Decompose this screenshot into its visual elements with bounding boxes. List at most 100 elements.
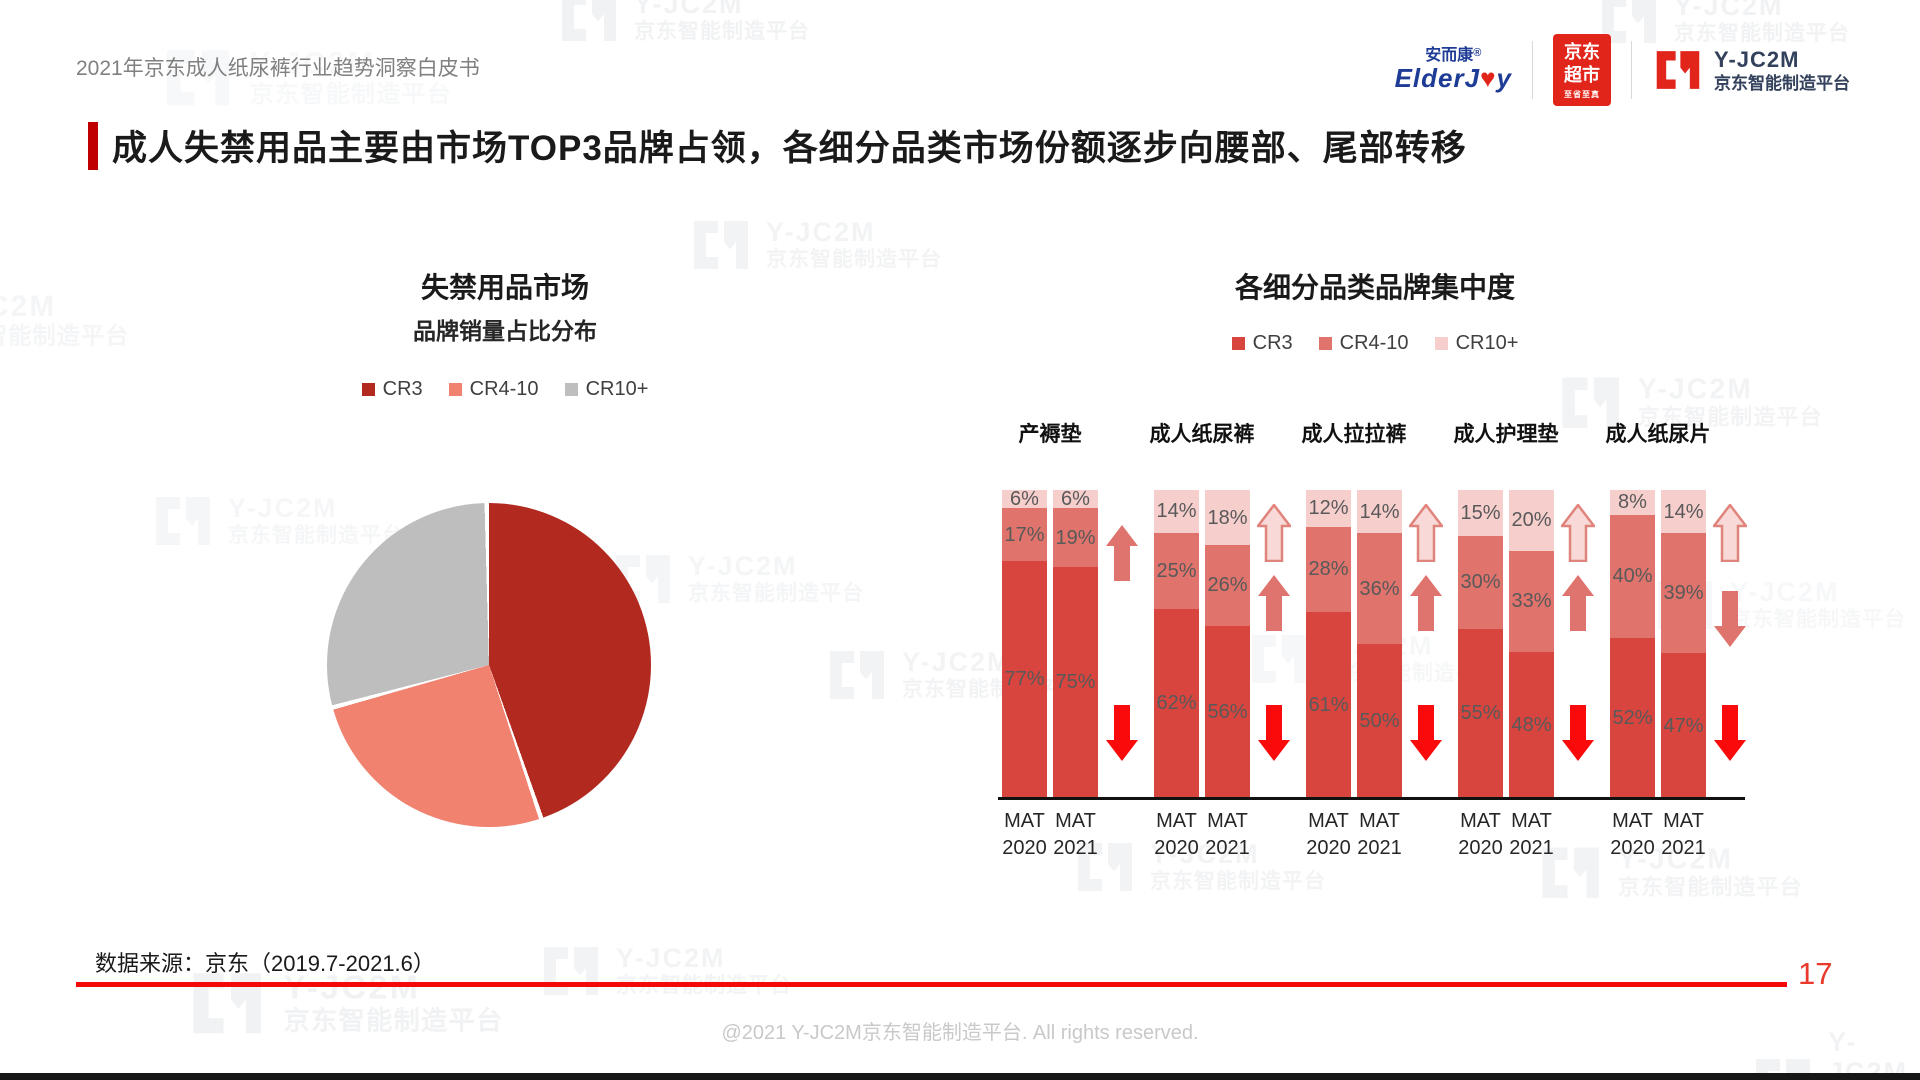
bar-group: 成人护理垫 15% 30% 55% 20% 33% 48% MAT 2020 MAT 2021 [1454,418,1598,862]
legend-swatch [1231,337,1245,350]
segment-value-label: 6% [1010,488,1039,511]
bar-segment-cr10_plus: 20% [1509,490,1554,551]
heart-icon: ♥ [1480,62,1497,93]
trend-arrows [1558,490,1598,798]
legend-label: CR10+ [1455,332,1519,354]
legend-item: CR10+ [564,378,649,401]
segment-value-label: 77% [1004,668,1045,691]
segment-value-label: 39% [1663,582,1704,605]
trend-arrows [1102,490,1142,798]
segment-value-label: 28% [1308,558,1349,581]
stacked-bar: 18% 26% 56% [1205,490,1250,798]
bar-segment-cr4_10: 19% [1053,508,1098,567]
bar-segment-cr3: 50% [1357,643,1402,798]
logo-divider [1532,41,1533,99]
watermark-text: Y-JC2M [616,942,726,973]
trend-up-arrow [1409,574,1443,637]
yjc2m-subname: 京东智能制造平台 [1714,74,1850,94]
elderjoy-logo: 安而康® ElderJ♥y [1395,46,1512,93]
segment-value-label: 25% [1156,559,1197,582]
segment-value-label: 56% [1207,700,1248,723]
bar-segment-cr4_10: 40% [1610,514,1655,638]
segment-value-label: 47% [1663,714,1704,737]
x-axis-tick-label: MAT 2021 [1205,810,1250,859]
bar-segment-cr4_10: 25% [1154,532,1199,609]
stacked-bar: 12% 28% 61% [1306,490,1351,799]
jd-supermarket-logo: 京东 超市 至省至真 [1553,34,1611,106]
bar-segment-cr3: 55% [1458,628,1503,798]
x-axis-tick-label: MAT 2020 [1458,810,1503,859]
watermark-text: 京东智能制造平台 [634,20,810,44]
trend-down-arrow [1561,704,1595,767]
watermark-text: 京东智能制造平台 [766,248,942,272]
bar-chart: 产褥垫 6% 17% 77% 6% 19% 75% MAT 2020 MAT 2021 成人纸尿裤 14… [1002,418,1750,862]
legend-swatch [564,383,578,396]
pie-chart [327,503,651,827]
segment-value-label: 8% [1618,491,1647,514]
segment-value-label: 14% [1156,500,1197,523]
stacked-bar: 6% 19% 75% [1053,488,1098,798]
elderjoy-cn: 安而康 [1425,46,1474,64]
segment-value-label: 19% [1055,526,1096,549]
pie-chart-subtitle: 品牌销量占比分布 [413,318,597,344]
watermark-text: Y-JC2M [1637,372,1753,405]
segment-value-label: 17% [1004,523,1045,546]
bar-chart-title: 各细分品类品牌集中度 [1234,272,1515,303]
watermark-text: 京东智能制造平台 [228,524,404,548]
watermark-text: Y-JC2M [688,550,798,581]
doc-title: 2021年京东成人纸尿裤行业趋势洞察白皮书 [76,57,480,80]
logo-divider [1631,41,1632,99]
bar-segment-cr3: 75% [1053,566,1098,798]
trend-arrows [1254,490,1294,798]
watermark-text: Y-JC2M [0,289,57,323]
segment-value-label: 50% [1359,709,1400,732]
legend-label: CR10+ [585,378,649,400]
x-axis-tick-label: MAT 2021 [1357,810,1402,859]
legend-item: CR10+ [1434,332,1519,355]
stacked-bar: 14% 25% 62% [1154,490,1199,798]
watermark-text: 京东智能制造平台 [688,582,864,606]
trend-up-arrow [1257,574,1291,637]
x-axis-tick-label: MAT 2021 [1509,810,1554,859]
stacked-bar: 14% 36% 50% [1357,490,1402,798]
stacked-bar: 6% 17% 77% [1002,488,1047,798]
legend-swatch [448,383,462,396]
yjc2m-watermark-icon [830,651,884,699]
trend-up-arrow [1559,502,1597,567]
bar-segment-cr10_plus: 14% [1661,490,1706,534]
title-accent-bar [88,121,98,170]
segment-value-label: 75% [1055,671,1096,694]
bar-segment-cr10_plus: 6% [1002,488,1047,511]
segment-value-label: 55% [1460,702,1501,725]
bar-segment-cr4_10: 17% [1002,508,1047,561]
legend-item: CR4-10 [448,378,539,401]
elderjoy-en-tail: y [1496,62,1512,93]
legend-label: CR3 [1252,332,1293,354]
bar-segment-cr10_plus: 15% [1458,490,1503,537]
page-number: 17 [1798,956,1833,991]
segment-value-label: 6% [1061,488,1090,511]
page-title: 成人失禁用品主要由市场TOP3品牌占领，各细分品类市场份额逐步向腰部、尾部转移 [112,129,1467,168]
watermark-text: Y-JC2M [1674,0,1784,21]
watermark-text: 京东智能制造平台 [0,323,130,350]
copyright-footer: @2021 Y-JC2M京东智能制造平台. All rights reserve… [721,1022,1199,1044]
legend-swatch [1434,337,1448,350]
trend-up-arrow [1407,502,1445,567]
legend-label: CR4-10 [469,378,539,400]
segment-value-label: 40% [1612,565,1653,588]
trend-arrows [1406,490,1446,798]
bar-segment-cr4_10: 36% [1357,533,1402,644]
bar-segment-cr4_10: 30% [1458,536,1503,629]
segment-value-label: 14% [1663,500,1704,523]
segment-value-label: 48% [1511,713,1552,736]
bar-segment-cr10_plus: 14% [1357,490,1402,534]
x-axis-tick-label: MAT 2020 [1610,810,1655,859]
bar-segment-cr3: 47% [1661,653,1706,798]
watermark-text: Y-JC2M [1730,576,1840,607]
yjc2m-logo: Y-JC2M 京东智能制造平台 [1652,44,1850,96]
data-source-note: 数据来源：京东（2019.7-2021.6） [95,951,435,976]
legend-label: CR3 [382,378,423,400]
bar-segment-cr4_10: 33% [1509,550,1554,652]
